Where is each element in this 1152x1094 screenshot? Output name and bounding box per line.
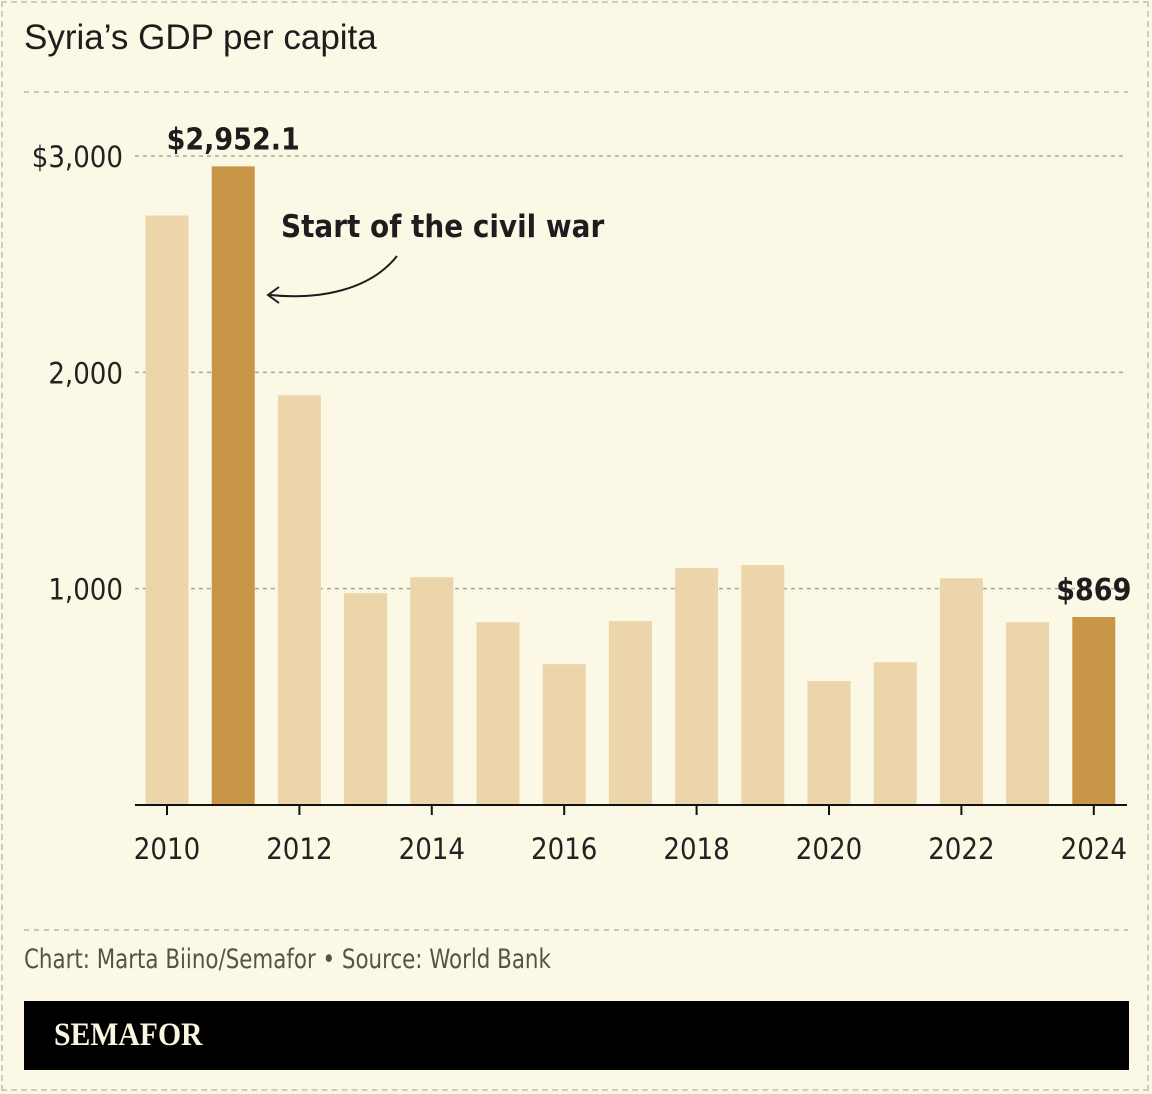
chart-title: Syria’s GDP per capita [24, 18, 377, 57]
x-tick-label: 2014 [399, 832, 465, 866]
bar-2023 [1006, 622, 1050, 805]
bar-2021 [873, 662, 917, 805]
bar-2018 [675, 568, 719, 805]
bar-2019 [741, 565, 785, 805]
bar-2015 [476, 622, 520, 805]
annotation-text: Start of the civil war [281, 209, 604, 245]
x-tick-label: 2010 [134, 832, 200, 866]
bar-2020 [807, 681, 851, 805]
x-tick-label: 2022 [928, 832, 994, 866]
chart-credit: Chart: Marta Biino/Semafor • Source: Wor… [24, 944, 551, 975]
x-tick-label: 2024 [1061, 832, 1127, 866]
y-tick-label: 1,000 [48, 573, 123, 607]
x-tick-label: 2016 [531, 832, 597, 866]
footer-bar: SEMAFOR [24, 1001, 1129, 1070]
bar-2017 [608, 621, 652, 805]
bar-2010 [145, 215, 189, 805]
bar-2012 [277, 395, 321, 805]
y-tick-label: $3,000 [32, 140, 123, 174]
x-tick-label: 2020 [796, 832, 862, 866]
bar-2022 [939, 578, 983, 805]
bar-2016 [542, 664, 586, 805]
x-tick-label: 2018 [663, 832, 729, 866]
arrowhead-icon [266, 286, 280, 304]
semafor-logo: SEMAFOR [54, 1017, 203, 1053]
x-tick-label: 2012 [266, 832, 332, 866]
y-tick-label: 2,000 [48, 356, 123, 390]
bar-2013 [344, 593, 388, 805]
annotation-arrow [269, 255, 398, 298]
bar-2014 [410, 577, 454, 805]
bar-2011 [211, 166, 255, 805]
data-label-2024: $869 [1056, 573, 1131, 608]
data-label-2011: $2,952.1 [167, 122, 300, 157]
bar-2024 [1072, 617, 1116, 805]
